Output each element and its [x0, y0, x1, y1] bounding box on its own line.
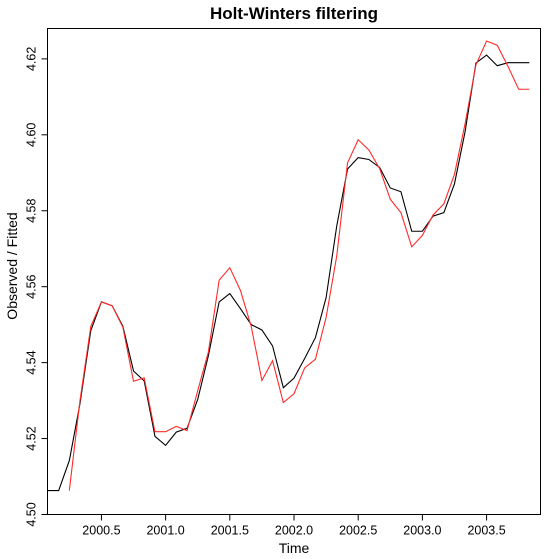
x-tick-label: 2003.5	[467, 524, 505, 538]
observed-series-line	[47, 54, 530, 492]
x-tick-label: 2003.0	[403, 524, 441, 538]
x-tick-label: 2001.0	[146, 524, 184, 538]
x-tick-label: 2002.5	[339, 524, 377, 538]
series-layer	[47, 40, 530, 492]
x-axis: 2000.5 2001.0 2001.5 2002.0 2002.5 2003.0 2003…	[82, 514, 506, 538]
y-axis-label: Observed / Fitted	[4, 212, 20, 319]
y-tick-label: 4.50	[25, 502, 39, 526]
y-tick-label: 4.60	[25, 123, 39, 147]
y-tick-label: 4.62	[25, 47, 39, 71]
x-tick-label: 2001.5	[211, 524, 249, 538]
y-axis: 4.50 4.52 4.54 4.56 4.58 4.60 4.62	[25, 47, 48, 527]
fitted-series-line	[68, 40, 530, 491]
x-tick-label: 2002.0	[275, 524, 313, 538]
x-axis-label: Time	[279, 540, 310, 556]
y-tick-label: 4.58	[25, 199, 39, 223]
y-tick-label: 4.52	[25, 426, 39, 450]
x-tick-label: 2000.5	[82, 524, 120, 538]
y-tick-label: 4.56	[25, 274, 39, 298]
y-tick-label: 4.54	[25, 350, 39, 374]
plot-frame	[47, 28, 541, 515]
chart-title: Holt-Winters filtering	[210, 4, 378, 23]
